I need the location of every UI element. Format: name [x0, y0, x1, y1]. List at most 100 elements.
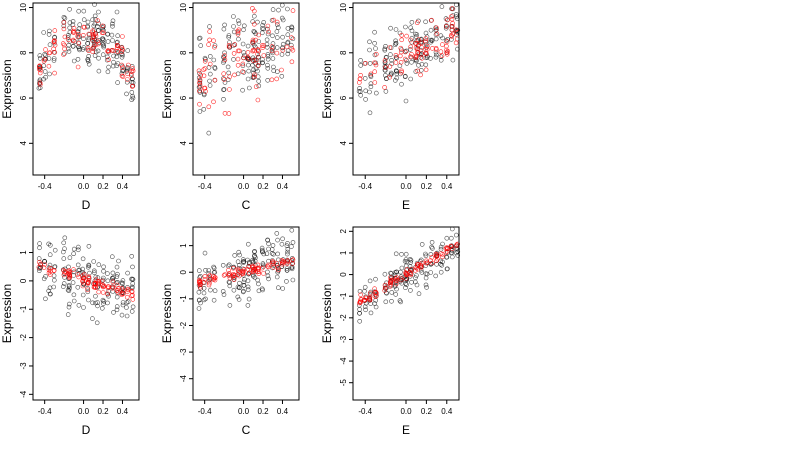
data-point [290, 277, 296, 283]
data-point [197, 83, 203, 88]
data-point [413, 275, 418, 281]
data-point [105, 54, 110, 60]
y-tick-label: -4 [19, 390, 28, 398]
data-point [75, 56, 81, 62]
data-point [65, 35, 71, 40]
data-point [266, 29, 272, 35]
y-tick-label: -1 [339, 292, 348, 300]
data-point [86, 297, 91, 303]
data-point [81, 45, 87, 50]
data-point [382, 67, 388, 73]
data-point [266, 262, 271, 268]
data-point [96, 68, 102, 74]
data-point [227, 40, 232, 45]
data-point [372, 69, 378, 74]
data-point [47, 42, 53, 48]
data-point [440, 35, 445, 41]
data-point [240, 69, 245, 74]
data-point [231, 43, 236, 48]
data-point [399, 37, 405, 43]
data-point [85, 285, 90, 291]
data-point [398, 49, 404, 55]
data-point [240, 41, 246, 47]
data-point [90, 37, 95, 43]
data-point [373, 51, 379, 57]
y-tick-label: -3 [179, 348, 188, 356]
data-point [96, 262, 102, 268]
data-point [250, 6, 255, 11]
data-point [81, 36, 86, 42]
data-point [109, 47, 115, 53]
y-tick-label: -4 [179, 375, 188, 383]
data-point [388, 25, 393, 31]
y-tick-label: 6 [339, 95, 348, 100]
data-point [397, 53, 403, 59]
data-point [434, 252, 440, 257]
data-point [227, 271, 232, 276]
data-point [101, 268, 106, 274]
data-point [444, 43, 449, 49]
data-point [115, 279, 120, 285]
data-point [197, 282, 203, 288]
data-point [374, 290, 379, 296]
data-point [43, 74, 48, 80]
data-point [444, 254, 450, 260]
y-tick-label: 10 [179, 3, 188, 12]
data-point [357, 288, 363, 294]
data-point [454, 14, 459, 20]
panel-3: -0.4 0.0 0.2 0.4 4 6 8 10 E Expression [320, 2, 461, 212]
data-point [245, 50, 251, 55]
data-point [367, 296, 372, 302]
data-point [260, 264, 266, 270]
data-point [236, 297, 242, 302]
data-point [255, 19, 260, 25]
data-point [245, 76, 251, 82]
data-point [270, 56, 276, 61]
data-point [266, 246, 271, 252]
data-point [358, 58, 363, 63]
data-point [67, 301, 72, 307]
data-point [358, 292, 364, 298]
data-point [274, 45, 280, 50]
data-point [236, 21, 242, 26]
data-point [382, 271, 388, 277]
data-point [274, 231, 280, 236]
data-point [196, 289, 202, 295]
data-point [115, 33, 120, 39]
data-point [246, 68, 251, 74]
data-point [231, 14, 236, 19]
data-point [101, 264, 106, 270]
data-point [418, 267, 424, 273]
series-red-points [357, 241, 461, 306]
data-point [424, 258, 429, 264]
data-point [76, 40, 82, 46]
data-point [448, 244, 454, 249]
data-point [270, 46, 275, 51]
y-tick-label: 4 [19, 141, 28, 146]
x-tick-label: -0.4 [198, 182, 212, 191]
x-tick-label: 0.2 [421, 182, 433, 191]
data-point [221, 273, 227, 278]
data-point [71, 38, 76, 44]
data-point [358, 73, 363, 78]
data-point [256, 32, 262, 38]
data-point [41, 276, 47, 282]
data-point [289, 27, 294, 33]
data-point [423, 263, 429, 268]
y-axis-label: Expression [160, 59, 174, 118]
data-point [274, 69, 280, 74]
data-point [225, 263, 231, 269]
data-point [430, 46, 435, 51]
data-point [41, 265, 47, 270]
data-point [52, 28, 58, 33]
data-point [206, 42, 211, 47]
data-point [404, 58, 409, 63]
data-point [403, 98, 409, 104]
data-point [236, 265, 242, 271]
data-point [37, 241, 42, 246]
data-point [445, 17, 450, 23]
data-point [47, 272, 53, 277]
data-point [453, 232, 459, 238]
x-tick-label: 0.4 [277, 407, 289, 416]
data-point [206, 130, 212, 136]
